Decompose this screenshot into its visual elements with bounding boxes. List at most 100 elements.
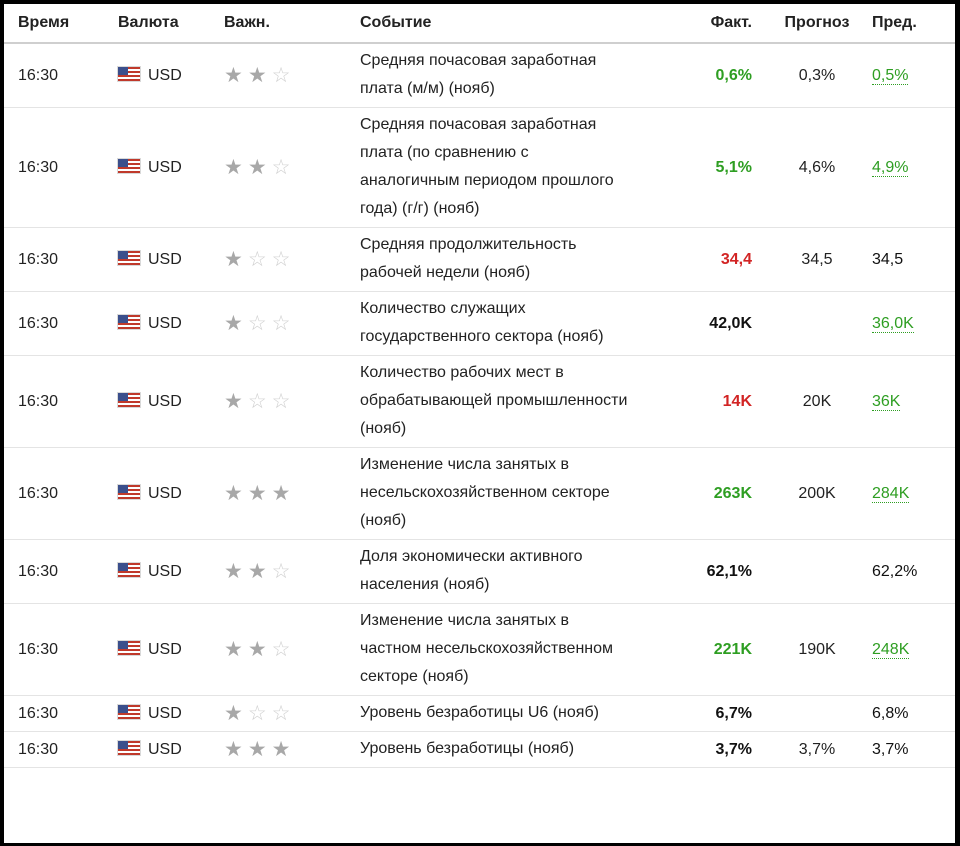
event-name-cell[interactable]: Количество рабочих мест в обрабатывающей…	[348, 355, 632, 448]
star-empty-icon: ☆	[271, 155, 291, 179]
event-name-link[interactable]: Уровень безработицы U6 (нояб)	[360, 704, 599, 721]
event-name-cell[interactable]: Средняя почасовая заработная плата (м/м)…	[348, 43, 632, 108]
star-filled-icon: ★	[224, 737, 243, 761]
currency-code: USD	[148, 740, 182, 758]
header-time[interactable]: Время	[4, 4, 118, 44]
currency-code: USD	[148, 314, 182, 332]
currency-code: USD	[148, 66, 182, 84]
header-importance[interactable]: Важн.	[218, 4, 348, 44]
event-name-cell[interactable]: Изменение числа занятых в несельскохозяй…	[348, 447, 632, 540]
table-row[interactable]: 16:30 USD ★ ★ ☆ Средняя почасовая заработная …	[4, 107, 955, 228]
event-time: 16:30	[4, 539, 118, 604]
header-previous[interactable]: Пред.	[872, 4, 955, 44]
event-importance: ★ ☆ ☆	[218, 291, 348, 356]
table-row[interactable]: 16:30 USD ★ ☆ ☆ Количество рабочих мест в обр…	[4, 355, 955, 448]
star-filled-icon: ★	[247, 63, 267, 87]
event-time: 16:30	[4, 227, 118, 292]
star-filled-icon: ★	[224, 247, 243, 271]
event-time: 16:30	[4, 355, 118, 448]
event-name-link[interactable]: Количество служащих государственного сек…	[360, 300, 604, 345]
event-importance: ★ ★ ☆	[218, 603, 348, 696]
table-row[interactable]: 16:30 USD ★ ★ ☆ Средняя почасовая заработная …	[4, 43, 955, 108]
star-empty-icon: ☆	[271, 311, 291, 335]
event-forecast: 3,7%	[762, 731, 872, 768]
table-row[interactable]: 16:30 USD ★ ★ ★ Уровень безработицы (нояб) 3,7…	[4, 731, 955, 768]
event-forecast	[762, 539, 872, 604]
star-empty-icon: ☆	[271, 701, 291, 725]
star-filled-icon: ★	[247, 559, 267, 583]
event-previous: 62,2%	[872, 562, 918, 580]
event-currency: USD	[118, 107, 218, 228]
event-previous[interactable]: 36,0K	[872, 314, 914, 333]
us-flag-icon	[118, 562, 140, 577]
event-currency: USD	[118, 539, 218, 604]
table-row[interactable]: 16:30 USD ★ ★ ★ Изменение числа занятых в нес…	[4, 447, 955, 540]
event-name-link[interactable]: Количество рабочих мест в обрабатывающей…	[360, 364, 628, 437]
event-name-cell[interactable]: Количество служащих государственного сек…	[348, 291, 632, 356]
us-flag-icon	[118, 704, 140, 719]
event-name-link[interactable]: Средняя почасовая заработная плата (м/м)…	[360, 52, 597, 97]
event-name-link[interactable]: Изменение числа занятых в частном несель…	[360, 612, 614, 685]
star-empty-icon: ☆	[247, 389, 267, 413]
star-filled-icon: ★	[247, 155, 267, 179]
event-name-link[interactable]: Доля экономически активного населения (н…	[360, 548, 583, 593]
event-previous[interactable]: 248K	[872, 640, 910, 659]
event-forecast: 20K	[762, 355, 872, 448]
event-name-link[interactable]: Средняя продолжительность рабочей недели…	[360, 236, 577, 281]
event-name-cell[interactable]: Доля экономически активного населения (н…	[348, 539, 632, 604]
table-row[interactable]: 16:30 USD ★ ☆ ☆ Количество служащих государст…	[4, 291, 955, 356]
event-importance: ★ ☆ ☆	[218, 227, 348, 292]
star-filled-icon: ★	[247, 637, 267, 661]
event-previous-cell: 284K	[872, 447, 955, 540]
event-time: 16:30	[4, 43, 118, 108]
event-name-link[interactable]: Уровень безработицы (нояб)	[360, 740, 575, 757]
event-previous: 3,7%	[872, 740, 909, 758]
star-filled-icon: ★	[224, 311, 243, 335]
table-row[interactable]: 16:30 USD ★ ☆ ☆ Средняя продолжительность раб…	[4, 227, 955, 292]
star-filled-icon: ★	[224, 155, 243, 179]
currency-code: USD	[148, 484, 182, 502]
event-importance: ★ ☆ ☆	[218, 355, 348, 448]
star-empty-icon: ☆	[247, 701, 267, 725]
star-empty-icon: ☆	[247, 247, 267, 271]
event-time: 16:30	[4, 447, 118, 540]
event-actual: 62,1%	[632, 539, 762, 604]
event-name-cell[interactable]: Уровень безработицы U6 (нояб)	[348, 695, 632, 732]
event-previous[interactable]: 284K	[872, 484, 910, 503]
event-time: 16:30	[4, 695, 118, 732]
event-forecast: 190K	[762, 603, 872, 696]
us-flag-icon	[118, 314, 140, 329]
star-filled-icon: ★	[271, 737, 291, 761]
table-row[interactable]: 16:30 USD ★ ★ ☆ Изменение числа занятых в час…	[4, 603, 955, 696]
event-name-link[interactable]: Средняя почасовая заработная плата (по с…	[360, 116, 614, 217]
currency-code: USD	[148, 250, 182, 268]
header-event[interactable]: Событие	[348, 4, 632, 44]
event-name-cell[interactable]: Средняя продолжительность рабочей недели…	[348, 227, 632, 292]
event-previous: 6,8%	[872, 704, 909, 722]
event-currency: USD	[118, 355, 218, 448]
event-importance: ★ ★ ☆	[218, 43, 348, 108]
event-currency: USD	[118, 603, 218, 696]
table-row[interactable]: 16:30 USD ★ ★ ☆ Доля экономически активного н…	[4, 539, 955, 604]
us-flag-icon	[118, 484, 140, 499]
star-filled-icon: ★	[224, 559, 243, 583]
event-name-cell[interactable]: Изменение числа занятых в частном несель…	[348, 603, 632, 696]
event-importance: ★ ☆ ☆	[218, 695, 348, 732]
table-row[interactable]: 16:30 USD ★ ☆ ☆ Уровень безработицы U6 (нояб)…	[4, 695, 955, 732]
event-previous[interactable]: 36K	[872, 392, 901, 411]
currency-code: USD	[148, 392, 182, 410]
event-name-link[interactable]: Изменение числа занятых в несельскохозяй…	[360, 456, 610, 529]
header-actual[interactable]: Факт.	[632, 4, 762, 44]
event-name-cell[interactable]: Средняя почасовая заработная плата (по с…	[348, 107, 632, 228]
event-actual: 42,0K	[632, 291, 762, 356]
event-name-cell[interactable]: Уровень безработицы (нояб)	[348, 731, 632, 768]
event-actual: 6,7%	[632, 695, 762, 732]
event-previous[interactable]: 0,5%	[872, 66, 909, 85]
header-currency[interactable]: Валюта	[118, 4, 218, 44]
event-actual: 14K	[632, 355, 762, 448]
event-previous[interactable]: 4,9%	[872, 158, 909, 177]
event-currency: USD	[118, 227, 218, 292]
header-forecast[interactable]: Прогноз	[762, 4, 872, 44]
event-previous-cell: 248K	[872, 603, 955, 696]
event-actual: 0,6%	[632, 43, 762, 108]
